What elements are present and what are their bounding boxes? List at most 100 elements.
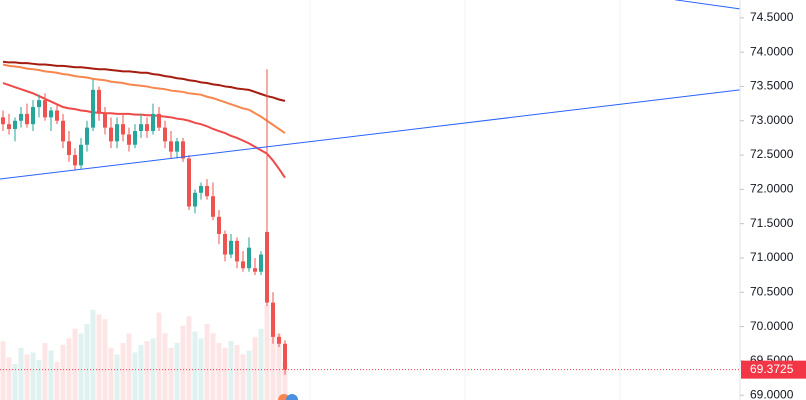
candle-body <box>175 141 179 152</box>
candle-body <box>169 141 173 152</box>
y-tick-label: 70.0000 <box>750 319 794 333</box>
candle-body <box>31 107 35 125</box>
volume-bar <box>60 344 66 400</box>
candle-body <box>247 247 251 269</box>
candle-body <box>241 261 245 269</box>
candle-body <box>271 302 275 337</box>
candle-body <box>127 134 131 145</box>
vertical-grid <box>309 0 621 400</box>
price-axis: 69.000069.500070.000070.500071.000071.50… <box>740 10 806 400</box>
volume-bar <box>42 343 48 400</box>
candle-body <box>85 127 89 145</box>
volume-bar <box>66 338 72 400</box>
candle-body <box>19 113 23 121</box>
volume-bar <box>78 333 84 400</box>
candle-body <box>223 233 227 255</box>
y-tick-label: 73.0000 <box>750 113 794 127</box>
y-tick-label: 74.0000 <box>750 44 794 58</box>
candle-body <box>55 110 59 121</box>
volume-bar <box>36 360 42 400</box>
volume-bar <box>6 357 12 400</box>
logo-mark <box>286 394 298 400</box>
candle-body <box>91 89 95 128</box>
volume-bar <box>180 325 186 400</box>
candle-body <box>67 141 71 156</box>
candle-body <box>229 240 233 255</box>
volume-layer <box>0 305 288 400</box>
last-price-box <box>741 360 806 379</box>
candle-body <box>235 240 239 262</box>
y-tick-label: 71.0000 <box>750 250 794 264</box>
candle-body <box>37 100 41 108</box>
candle-body <box>79 144 83 166</box>
candle-body <box>25 113 29 125</box>
volume-bar <box>90 309 96 400</box>
candle-body <box>49 110 53 118</box>
candle-body <box>151 113 155 132</box>
candle-body <box>115 124 119 142</box>
candle-body <box>211 196 215 217</box>
candle-body <box>139 124 143 132</box>
last-price-label: 69.3725 <box>750 362 794 376</box>
volume-bar <box>186 316 192 400</box>
moving-average <box>2 82 286 179</box>
volume-bar <box>102 319 108 400</box>
candle-body <box>61 120 65 142</box>
volume-bar <box>18 347 24 400</box>
volume-bar <box>108 347 114 400</box>
plot-area <box>0 0 740 375</box>
trendline <box>0 89 740 180</box>
candle-body <box>43 100 47 118</box>
candle-body <box>145 124 149 132</box>
volume-bar <box>222 347 228 400</box>
volume-bar <box>234 344 240 400</box>
candle-body <box>265 231 269 303</box>
y-tick-label: 69.0000 <box>750 387 794 400</box>
volume-bar <box>198 338 204 400</box>
volume-bar <box>72 328 78 400</box>
candle-body <box>121 124 125 135</box>
volume-bar <box>84 324 90 400</box>
candle-body <box>73 155 77 166</box>
volume-bar <box>132 352 138 400</box>
volume-bar <box>240 354 246 400</box>
candle-body <box>199 185 203 193</box>
candle-body <box>193 192 197 207</box>
volume-bar <box>282 362 288 400</box>
volume-bar <box>120 343 126 400</box>
volume-bar <box>162 333 168 400</box>
y-tick-label: 74.5000 <box>750 10 794 24</box>
volume-bar <box>12 363 18 400</box>
moving-average <box>2 63 286 134</box>
volume-bar <box>24 354 30 400</box>
candle-body <box>163 127 167 142</box>
candle-body <box>205 185 209 197</box>
volume-bar <box>264 305 270 400</box>
volume-bar <box>276 333 282 400</box>
candle-body <box>277 336 281 344</box>
candle-body <box>187 158 191 207</box>
y-tick-label: 71.5000 <box>750 216 794 230</box>
y-tick-label: 72.0000 <box>750 182 794 196</box>
candle-body <box>13 120 17 129</box>
logo <box>278 394 298 400</box>
candle-body <box>253 268 257 272</box>
volume-bar <box>246 350 252 400</box>
candle-body <box>217 216 221 234</box>
volume-bar <box>228 341 234 400</box>
volume-bar <box>156 312 162 400</box>
volume-bar <box>144 341 150 400</box>
candle-body <box>181 141 185 159</box>
candle-body <box>259 254 263 272</box>
candle-body <box>1 117 5 125</box>
candle-body <box>7 124 11 129</box>
candle-body <box>97 89 101 114</box>
volume-bar <box>0 341 6 400</box>
volume-bar <box>174 343 180 400</box>
candle-body <box>283 343 287 370</box>
volume-bar <box>126 333 132 400</box>
volume-bar <box>210 333 216 400</box>
volume-bar <box>270 314 276 400</box>
trendline <box>674 0 740 10</box>
